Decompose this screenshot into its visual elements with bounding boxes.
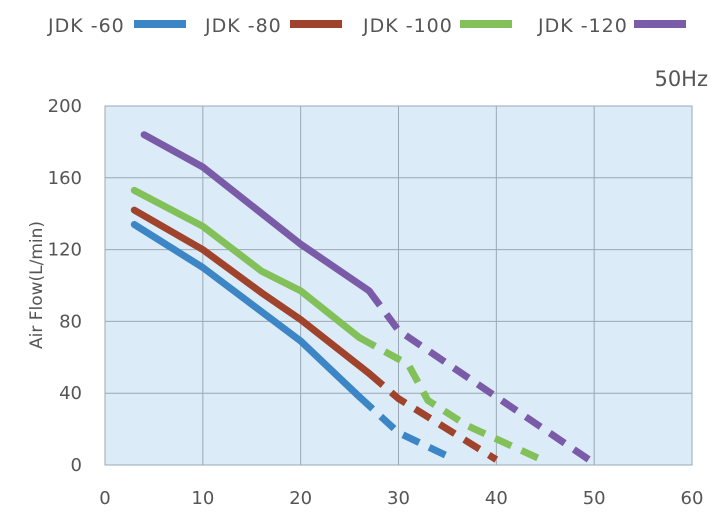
- series-solid-segment: [130, 221, 363, 401]
- legend-item: JDK -80: [204, 15, 342, 37]
- series-dashed-segment: [366, 370, 499, 463]
- y-tick-label: 160: [48, 168, 82, 189]
- legend-label: JDK -120: [537, 15, 628, 37]
- legend: JDK -60 JDK -80 JDK -100 JDK -120: [47, 15, 686, 37]
- y-tick-label: 40: [59, 383, 82, 404]
- y-tick-label: 80: [59, 311, 82, 332]
- y-tick-label: 200: [48, 96, 82, 117]
- y-tick-label: 0: [71, 455, 82, 476]
- legend-item: JDK -60: [47, 15, 186, 37]
- x-axis: 0 10 20 30 40 50 60: [99, 488, 703, 509]
- y-axis: 0 40 80 120 160 200: [48, 96, 82, 476]
- legend-item: JDK -100: [362, 15, 512, 37]
- legend-swatch: [290, 20, 342, 28]
- x-tick-label: 60: [681, 488, 704, 509]
- legend-label: JDK -80: [204, 15, 282, 37]
- x-tick-label: 0: [99, 488, 110, 509]
- x-tick-label: 20: [289, 488, 312, 509]
- series-line: [130, 206, 499, 463]
- x-tick-label: 10: [191, 488, 214, 509]
- frequency-annotation: 50Hz: [654, 67, 708, 91]
- series-solid-segment: [140, 131, 373, 295]
- legend-swatch: [460, 20, 512, 28]
- series-solid-segment: [130, 206, 373, 377]
- series-solid-segment: [130, 186, 363, 342]
- legend-swatch: [634, 20, 686, 28]
- x-tick-label: 50: [583, 488, 606, 509]
- x-tick-label: 40: [485, 488, 508, 509]
- series-line: [140, 131, 597, 467]
- series-line: [130, 186, 547, 465]
- y-axis-label: Air Flow(L/min): [27, 221, 47, 349]
- legend-item: JDK -120: [537, 15, 686, 37]
- series-lines: [130, 131, 597, 467]
- y-tick-label: 120: [48, 240, 82, 261]
- legend-label: JDK -100: [362, 15, 453, 37]
- x-tick-label: 30: [387, 488, 410, 509]
- series-line: [130, 221, 449, 460]
- legend-swatch: [134, 20, 186, 28]
- legend-label: JDK -60: [47, 15, 125, 37]
- series-dashed-segment: [357, 334, 547, 465]
- series-dashed-segment: [357, 394, 449, 460]
